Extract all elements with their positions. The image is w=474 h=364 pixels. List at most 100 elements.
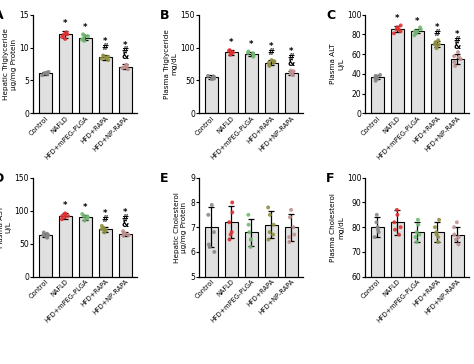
Point: [210, 249, 218, 255]
Point: [100, 230, 108, 236]
Text: C: C: [326, 9, 335, 21]
Bar: [245, 232, 258, 364]
Bar: [264, 225, 278, 364]
Point: [393, 212, 401, 218]
Point: [43, 70, 51, 75]
Point: [450, 224, 458, 230]
Text: #: #: [434, 29, 441, 38]
Point: [287, 68, 295, 74]
Point: [81, 33, 89, 39]
Point: [104, 54, 112, 60]
Text: *: *: [249, 40, 254, 49]
Point: [453, 219, 461, 225]
Bar: [118, 234, 131, 277]
Text: B: B: [160, 9, 169, 21]
Point: [81, 38, 88, 44]
Point: [269, 232, 277, 238]
Point: [433, 45, 440, 51]
Point: [228, 51, 235, 56]
Text: *: *: [395, 15, 400, 23]
Point: [118, 65, 126, 71]
Point: [39, 232, 47, 238]
Point: [38, 72, 46, 78]
Point: [397, 28, 404, 34]
Point: [228, 209, 236, 215]
Point: [270, 60, 278, 66]
Point: [412, 31, 420, 36]
Point: [226, 219, 233, 225]
Point: [410, 32, 418, 38]
Point: [42, 70, 49, 76]
Point: [374, 227, 382, 233]
Point: [395, 232, 403, 238]
Point: [61, 36, 69, 42]
Point: [452, 237, 460, 242]
Point: [98, 226, 106, 232]
Point: [210, 74, 218, 80]
Point: [265, 63, 273, 69]
Point: [413, 28, 421, 34]
Point: [208, 202, 216, 208]
Bar: [225, 222, 238, 364]
Point: [244, 50, 252, 56]
Point: [44, 71, 51, 77]
Point: [229, 50, 237, 56]
Point: [123, 63, 131, 69]
Point: [391, 219, 398, 225]
Text: &: &: [288, 59, 295, 68]
Bar: [99, 229, 111, 277]
Y-axis label: Plasma Triglyceride
mg/dL: Plasma Triglyceride mg/dL: [164, 29, 178, 99]
Y-axis label: Hepatic Triglyceride
μg/mg Protein: Hepatic Triglyceride μg/mg Protein: [3, 28, 17, 100]
Point: [393, 207, 401, 213]
Point: [61, 212, 69, 218]
Point: [373, 219, 380, 225]
Bar: [285, 72, 298, 114]
Point: [373, 76, 381, 82]
Point: [455, 234, 463, 240]
Point: [83, 216, 91, 222]
Point: [245, 212, 252, 218]
Bar: [264, 63, 278, 114]
Bar: [451, 235, 464, 364]
Point: [247, 237, 255, 242]
Point: [266, 212, 273, 218]
Y-axis label: Plasma AST
U/L: Plasma AST U/L: [0, 206, 12, 248]
Point: [289, 72, 297, 78]
Text: #: #: [121, 214, 128, 223]
Point: [371, 75, 379, 81]
Point: [83, 214, 91, 219]
Point: [416, 232, 423, 238]
Bar: [59, 216, 72, 277]
Point: [264, 205, 272, 210]
Point: [102, 55, 109, 60]
Point: [265, 62, 273, 68]
Bar: [79, 37, 91, 114]
Text: *: *: [269, 42, 273, 51]
Bar: [205, 77, 218, 114]
Point: [78, 37, 86, 43]
Y-axis label: Plasma Cholesterol
mg/dL: Plasma Cholesterol mg/dL: [330, 193, 344, 262]
Point: [79, 211, 86, 217]
Text: &: &: [121, 52, 128, 62]
Point: [44, 235, 51, 241]
Point: [101, 55, 109, 61]
Bar: [431, 232, 444, 364]
Point: [98, 56, 105, 62]
Point: [376, 72, 384, 78]
Text: F: F: [326, 172, 335, 185]
Point: [249, 54, 257, 60]
Point: [208, 76, 216, 82]
Bar: [431, 44, 444, 114]
Point: [249, 51, 257, 57]
Point: [226, 47, 233, 53]
Text: *: *: [63, 201, 67, 210]
Point: [210, 229, 218, 235]
Point: [225, 48, 233, 54]
Point: [291, 232, 298, 238]
Point: [265, 60, 273, 66]
Point: [64, 31, 71, 37]
Bar: [99, 58, 111, 114]
Bar: [39, 73, 52, 114]
Point: [457, 56, 465, 62]
Point: [63, 29, 70, 35]
